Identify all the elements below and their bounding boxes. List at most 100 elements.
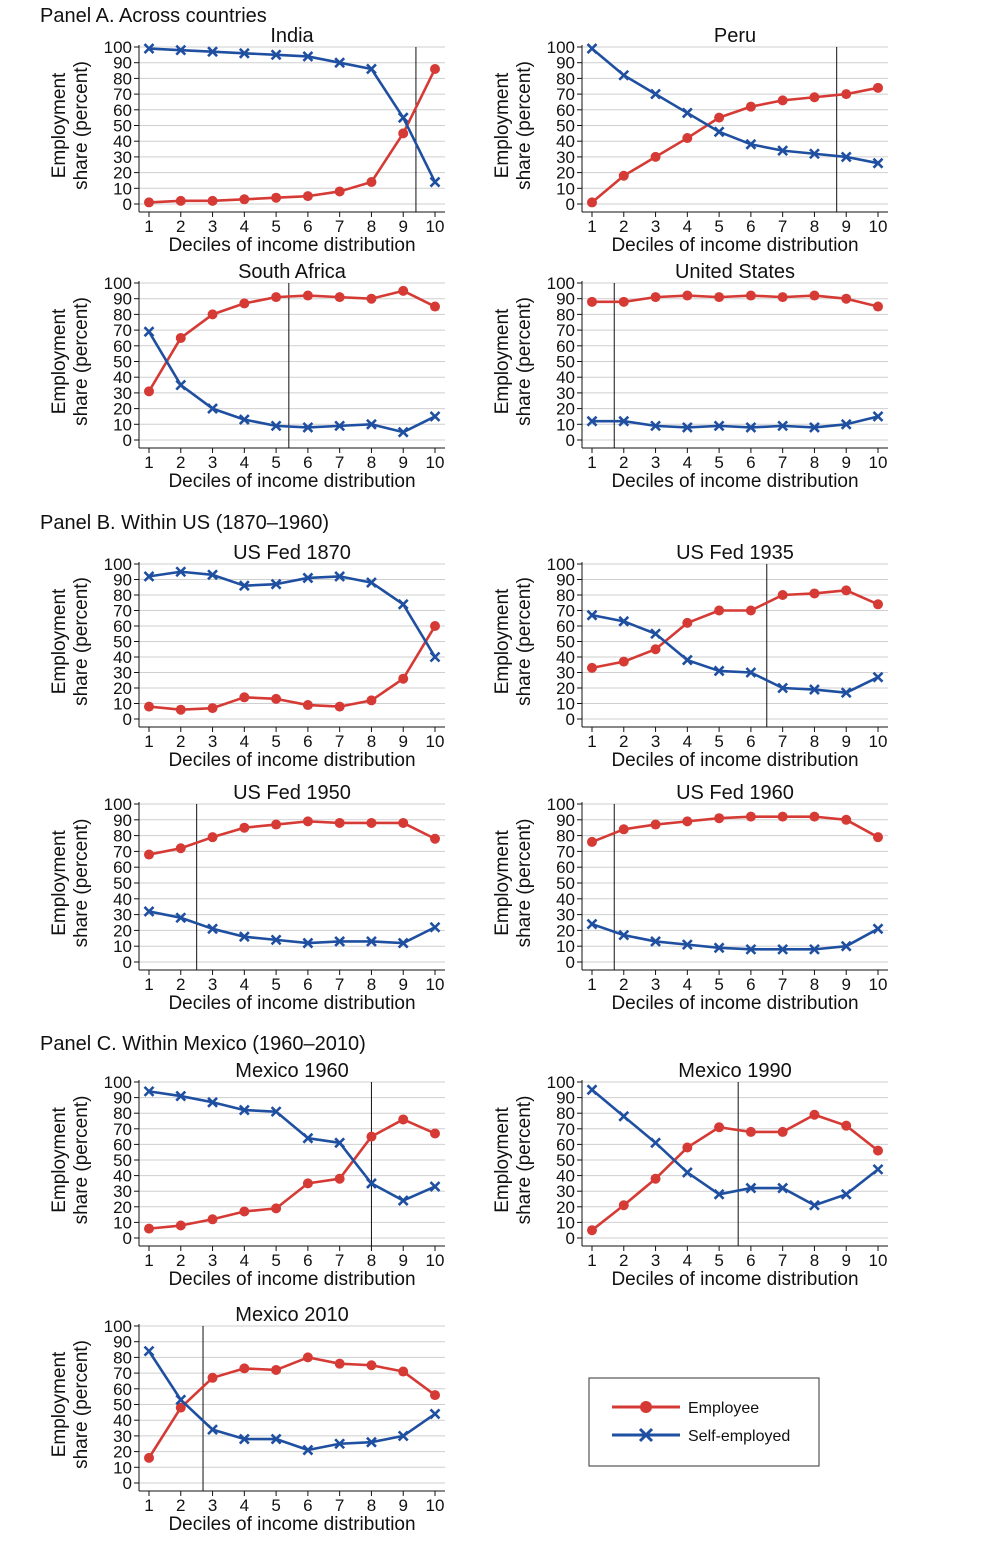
y-tick-label: 90 (113, 290, 132, 309)
x-axis-label: Deciles of income distribution (168, 471, 415, 492)
employee-point (714, 605, 725, 616)
self-employed-point (650, 936, 661, 947)
self-employed-point (334, 420, 346, 432)
self-employed-point (809, 422, 820, 433)
employee-point (618, 656, 629, 667)
y-tick-label: 100 (104, 795, 132, 814)
series-line-employee (591, 1113, 879, 1232)
self-employed-point (175, 566, 187, 578)
employee-point (175, 1402, 186, 1413)
y-tick-label: 60 (556, 337, 575, 356)
self-employed-point (207, 1424, 218, 1436)
employee-point (745, 101, 756, 112)
x-tick-label: 4 (240, 453, 249, 472)
self-employed-point (397, 598, 409, 610)
employee-point (334, 701, 345, 712)
self-employed-point (207, 569, 218, 581)
y-axis-label-line2: share (percent) (514, 577, 535, 706)
self-employed-point (872, 411, 884, 422)
employee-point (398, 817, 409, 828)
self-employed-point (366, 1436, 377, 1448)
self-employed-point (270, 1106, 282, 1118)
x-tick-label: 10 (869, 1251, 888, 1270)
series-line-self-employed (148, 570, 437, 658)
y-tick-label: 100 (104, 555, 132, 574)
self-employed-point (681, 654, 693, 666)
x-tick-label: 2 (619, 453, 628, 472)
x-tick-label: 9 (398, 1251, 407, 1270)
y-tick-label: 30 (556, 148, 575, 167)
self-employed-point (175, 44, 187, 56)
employee-point (745, 811, 756, 822)
employee-point (175, 195, 186, 206)
series-line-self-employed (148, 910, 436, 945)
legend: Employee Self-employed (588, 1377, 820, 1467)
y-axis-label-line2: share (percent) (71, 819, 92, 948)
chart-title: Mexico 1990 (678, 1060, 791, 1082)
x-tick-label: 4 (240, 732, 249, 751)
employee-point (682, 133, 693, 144)
y-tick-label: 40 (556, 368, 575, 387)
employee-point (777, 95, 788, 106)
x-tick-label: 10 (869, 732, 888, 751)
x-tick-label: 1 (144, 1496, 153, 1515)
self-employed-point (143, 1085, 155, 1097)
employee-point (618, 1200, 629, 1211)
y-tick-label: 70 (113, 602, 132, 621)
employee-point (873, 832, 883, 843)
self-employed-point (302, 1444, 314, 1456)
y-tick-label: 10 (113, 937, 132, 956)
y-tick-label: 90 (556, 54, 575, 73)
series-line-self-employed (591, 1088, 879, 1207)
employee-point (873, 82, 883, 93)
x-tick-label: 9 (841, 453, 850, 472)
employee-point (587, 836, 597, 847)
y-axis-label-line2: share (percent) (71, 1096, 92, 1225)
x-tick-label: 7 (778, 217, 787, 236)
x-tick-label: 1 (144, 732, 153, 751)
y-tick-label: 10 (556, 1213, 575, 1232)
employee-point (430, 1390, 440, 1401)
x-tick-label: 10 (426, 453, 445, 472)
self-employed-point (175, 912, 187, 924)
x-tick-label: 7 (335, 732, 344, 751)
series-line-self-employed (147, 331, 436, 434)
x-tick-label: 5 (271, 1496, 280, 1515)
employee-point (334, 186, 345, 197)
x-tick-label: 2 (176, 975, 185, 994)
y-tick-label: 20 (556, 679, 575, 698)
series-line-employee (148, 68, 437, 204)
employee-point (366, 177, 377, 188)
y-tick-label: 50 (113, 117, 132, 136)
y-tick-label: 30 (113, 1182, 132, 1201)
x-tick-label: 9 (841, 975, 850, 994)
self-employed-point (334, 936, 346, 947)
employee-point (809, 290, 820, 301)
employee-point (430, 1128, 440, 1139)
y-tick-label: 80 (113, 586, 132, 605)
x-tick-label: 4 (683, 732, 692, 751)
y-tick-label: 20 (113, 1443, 132, 1462)
employee-point (650, 644, 661, 655)
x-axis-label: Deciles of income distribution (168, 1269, 415, 1290)
x-tick-label: 5 (271, 217, 280, 236)
x-tick-label: 2 (176, 1496, 185, 1515)
x-tick-label: 8 (810, 975, 819, 994)
chart-title: US Fed 1960 (676, 782, 794, 804)
x-tick-label: 7 (335, 217, 344, 236)
employee-point (302, 700, 313, 711)
employee-point (271, 693, 282, 704)
employee-point (207, 1372, 218, 1383)
x-tick-label: 1 (144, 217, 153, 236)
y-tick-label: 0 (123, 431, 132, 450)
self-employed-point (238, 1433, 250, 1445)
series-line-self-employed (148, 47, 437, 183)
self-employed-point (777, 682, 789, 694)
employee-point (714, 292, 725, 303)
x-tick-label: 1 (144, 975, 153, 994)
y-tick-label: 0 (123, 195, 132, 214)
self-employed-point (270, 420, 282, 432)
y-axis-label-line1: Employment (492, 588, 513, 694)
